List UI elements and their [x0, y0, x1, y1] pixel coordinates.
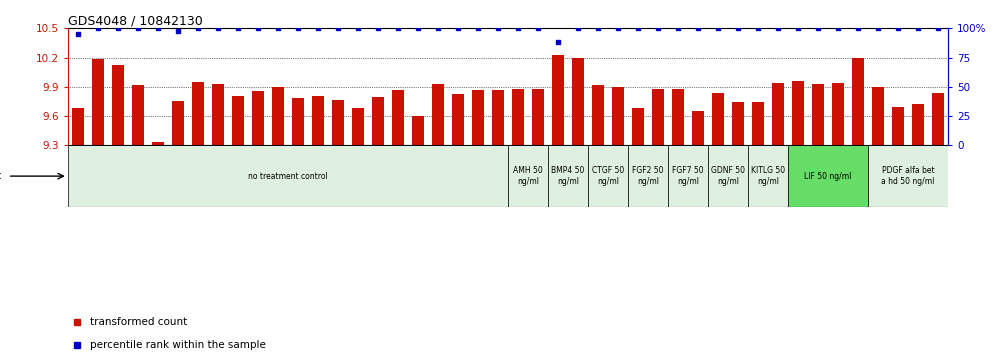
- Bar: [412, 116, 424, 145]
- Bar: [788, 145, 869, 207]
- Bar: [672, 88, 684, 145]
- Text: FGF7 50
ng/ml: FGF7 50 ng/ml: [672, 166, 704, 186]
- Bar: [252, 91, 264, 145]
- Bar: [72, 108, 84, 145]
- Bar: [712, 93, 724, 145]
- Bar: [708, 145, 748, 207]
- Bar: [492, 90, 504, 145]
- Bar: [92, 59, 104, 145]
- Bar: [508, 145, 548, 207]
- Bar: [272, 87, 284, 145]
- Bar: [612, 87, 624, 145]
- Text: FGF2 50
ng/ml: FGF2 50 ng/ml: [632, 166, 663, 186]
- Bar: [131, 85, 143, 145]
- Bar: [68, 145, 508, 207]
- Bar: [212, 84, 224, 145]
- Bar: [792, 81, 804, 145]
- Bar: [869, 145, 948, 207]
- Bar: [432, 84, 444, 145]
- Text: percentile rank within the sample: percentile rank within the sample: [90, 340, 266, 350]
- Bar: [372, 97, 383, 145]
- Bar: [592, 85, 604, 145]
- Bar: [872, 87, 884, 145]
- Text: KITLG 50
ng/ml: KITLG 50 ng/ml: [751, 166, 785, 186]
- Bar: [892, 107, 904, 145]
- Text: PDGF alfa bet
a hd 50 ng/ml: PDGF alfa bet a hd 50 ng/ml: [881, 166, 935, 186]
- Bar: [588, 145, 628, 207]
- Text: BMP4 50
ng/ml: BMP4 50 ng/ml: [552, 166, 585, 186]
- Bar: [391, 90, 404, 145]
- Bar: [452, 93, 464, 145]
- Bar: [912, 104, 924, 145]
- Text: LIF 50 ng/ml: LIF 50 ng/ml: [805, 172, 852, 181]
- Bar: [628, 145, 668, 207]
- Text: transformed count: transformed count: [90, 317, 187, 327]
- Bar: [312, 96, 324, 145]
- Bar: [652, 88, 664, 145]
- Bar: [192, 82, 204, 145]
- Bar: [112, 65, 124, 145]
- Bar: [472, 90, 484, 145]
- Bar: [668, 145, 708, 207]
- Bar: [352, 108, 364, 145]
- Text: CTGF 50
ng/ml: CTGF 50 ng/ml: [592, 166, 624, 186]
- Bar: [151, 142, 163, 145]
- Bar: [552, 55, 564, 145]
- Bar: [292, 98, 304, 145]
- Bar: [512, 88, 524, 145]
- Bar: [752, 102, 764, 145]
- Bar: [812, 84, 824, 145]
- Bar: [632, 108, 644, 145]
- Bar: [832, 83, 845, 145]
- Bar: [171, 101, 184, 145]
- Text: agent: agent: [0, 171, 2, 181]
- Bar: [572, 58, 584, 145]
- Bar: [548, 145, 588, 207]
- Bar: [532, 88, 544, 145]
- Bar: [853, 58, 865, 145]
- Bar: [232, 96, 244, 145]
- Bar: [748, 145, 788, 207]
- Text: GDNF 50
ng/ml: GDNF 50 ng/ml: [711, 166, 745, 186]
- Bar: [932, 93, 944, 145]
- Text: GDS4048 / 10842130: GDS4048 / 10842130: [68, 14, 202, 27]
- Text: AMH 50
ng/ml: AMH 50 ng/ml: [513, 166, 543, 186]
- Bar: [772, 83, 784, 145]
- Text: no treatment control: no treatment control: [248, 172, 328, 181]
- Bar: [332, 101, 344, 145]
- Bar: [692, 111, 704, 145]
- Bar: [732, 102, 744, 145]
